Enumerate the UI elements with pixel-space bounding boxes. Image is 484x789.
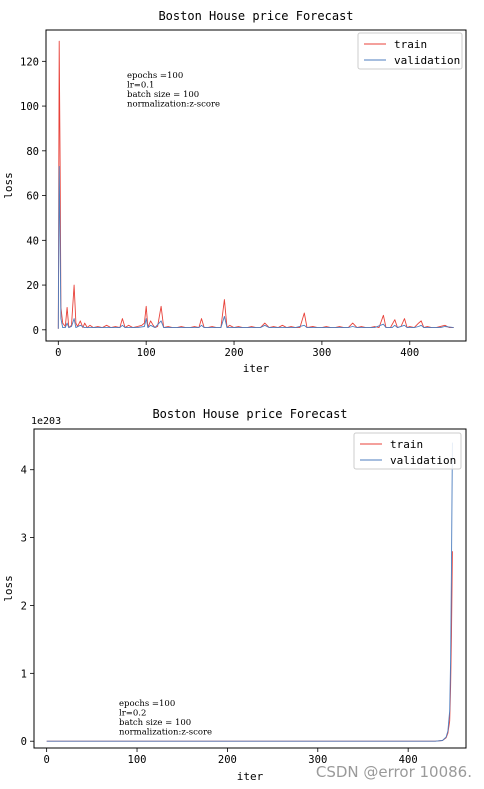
y-tick-label: 20 <box>26 280 39 292</box>
series-line-train <box>57 40 454 329</box>
annotation-line: epochs =100 <box>127 71 183 81</box>
y-tick-label: 0 <box>21 736 27 748</box>
x-tick-label: 400 <box>399 754 418 766</box>
series-line-validation <box>57 166 454 329</box>
y-tick-label: 4 <box>21 465 27 477</box>
x-tick-label: 0 <box>55 347 61 359</box>
chart-figure-top: Boston House price Forecast 0 100 200 300 400… <box>0 0 484 392</box>
plot-frame <box>45 29 467 342</box>
annotation-line: normalization:z-score <box>127 100 220 110</box>
annotation-line: normalization:z-score <box>119 728 212 738</box>
annotation-line: epochs =100 <box>119 699 175 709</box>
y-axis-label: loss <box>2 172 15 199</box>
x-tick-label: 300 <box>312 347 331 359</box>
annotation-line: batch size = 100 <box>127 90 199 100</box>
series-line-validation <box>46 442 453 742</box>
x-tick-label: 300 <box>308 754 327 766</box>
legend-label-validation: validation <box>394 54 460 67</box>
x-tick-label: 100 <box>137 347 156 359</box>
y-tick-label: 2 <box>21 600 27 612</box>
plot-frame <box>33 428 467 749</box>
x-tick-label: 0 <box>43 754 49 766</box>
x-tick-label: 200 <box>225 347 244 359</box>
legend-label-train: train <box>394 38 427 51</box>
chart-figure-bottom: Boston House price Forecast 0 100 200 300 400… <box>0 400 484 789</box>
y-tick-label: 3 <box>21 533 27 545</box>
y-tick-label: 80 <box>26 146 39 158</box>
x-axis-label: iter <box>237 770 264 783</box>
y-tick-label: 120 <box>20 56 39 68</box>
y-tick-label: 100 <box>20 101 39 113</box>
y-tick-label: 60 <box>26 191 39 203</box>
legend-label-validation: validation <box>390 454 456 467</box>
annotation-line: lr=0.2 <box>119 709 146 719</box>
x-tick-label: 200 <box>218 754 237 766</box>
legend-label-train: train <box>390 438 423 451</box>
chart-title: Boston House price Forecast <box>152 407 347 421</box>
y-axis-offset-label: 1e203 <box>31 416 61 427</box>
x-tick-label: 400 <box>400 347 419 359</box>
series-line-train <box>46 551 453 742</box>
loss-chart-lr-0-2: Boston House price Forecast 0 100 200 300 400… <box>2 407 467 783</box>
y-tick-label: 1 <box>21 668 27 680</box>
chart-title: Boston House price Forecast <box>158 9 353 23</box>
x-axis-label: iter <box>243 362 270 375</box>
watermark: CSDN @error 10086. <box>315 763 472 781</box>
y-tick-label: 0 <box>33 325 39 337</box>
x-tick-label: 100 <box>128 754 147 766</box>
annotation-line: batch size = 100 <box>119 718 191 728</box>
annotation-line: lr=0.1 <box>127 81 154 91</box>
y-tick-label: 40 <box>26 235 39 247</box>
y-axis-label: loss <box>2 575 15 602</box>
